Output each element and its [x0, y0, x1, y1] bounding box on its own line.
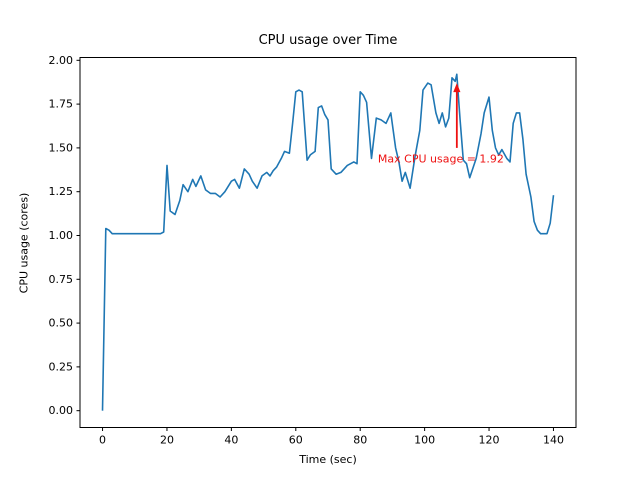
max-annotation-text: Max CPU usage = 1.92 — [378, 152, 504, 165]
y-tick-label: 1.50 — [49, 141, 74, 154]
x-tick-label: 40 — [224, 434, 238, 447]
max-annotation-arrowhead — [453, 83, 461, 93]
y-tick-label: 1.75 — [49, 98, 74, 111]
y-tick-label: 2.00 — [49, 54, 74, 67]
x-tick-label: 80 — [353, 434, 367, 447]
plot-frame — [79, 57, 577, 428]
chart-title: CPU usage over Time — [258, 33, 398, 48]
x-tick-label: 20 — [160, 434, 174, 447]
x-axis-label: Time (sec) — [299, 453, 357, 466]
y-tick-label: 0.25 — [49, 360, 74, 373]
y-tick-label: 0.00 — [49, 404, 74, 417]
y-tick-label: 1.25 — [49, 185, 74, 198]
x-tick-label: 140 — [543, 434, 564, 447]
y-tick-label: 0.75 — [49, 273, 74, 286]
x-tick-label: 0 — [99, 434, 106, 447]
cpu-usage-line — [101, 73, 555, 411]
x-tick-label: 120 — [479, 434, 500, 447]
x-tick-label: 60 — [289, 434, 303, 447]
y-tick-label: 1.00 — [49, 229, 74, 242]
x-tick-label: 100 — [414, 434, 435, 447]
y-tick-label: 0.50 — [49, 317, 74, 330]
